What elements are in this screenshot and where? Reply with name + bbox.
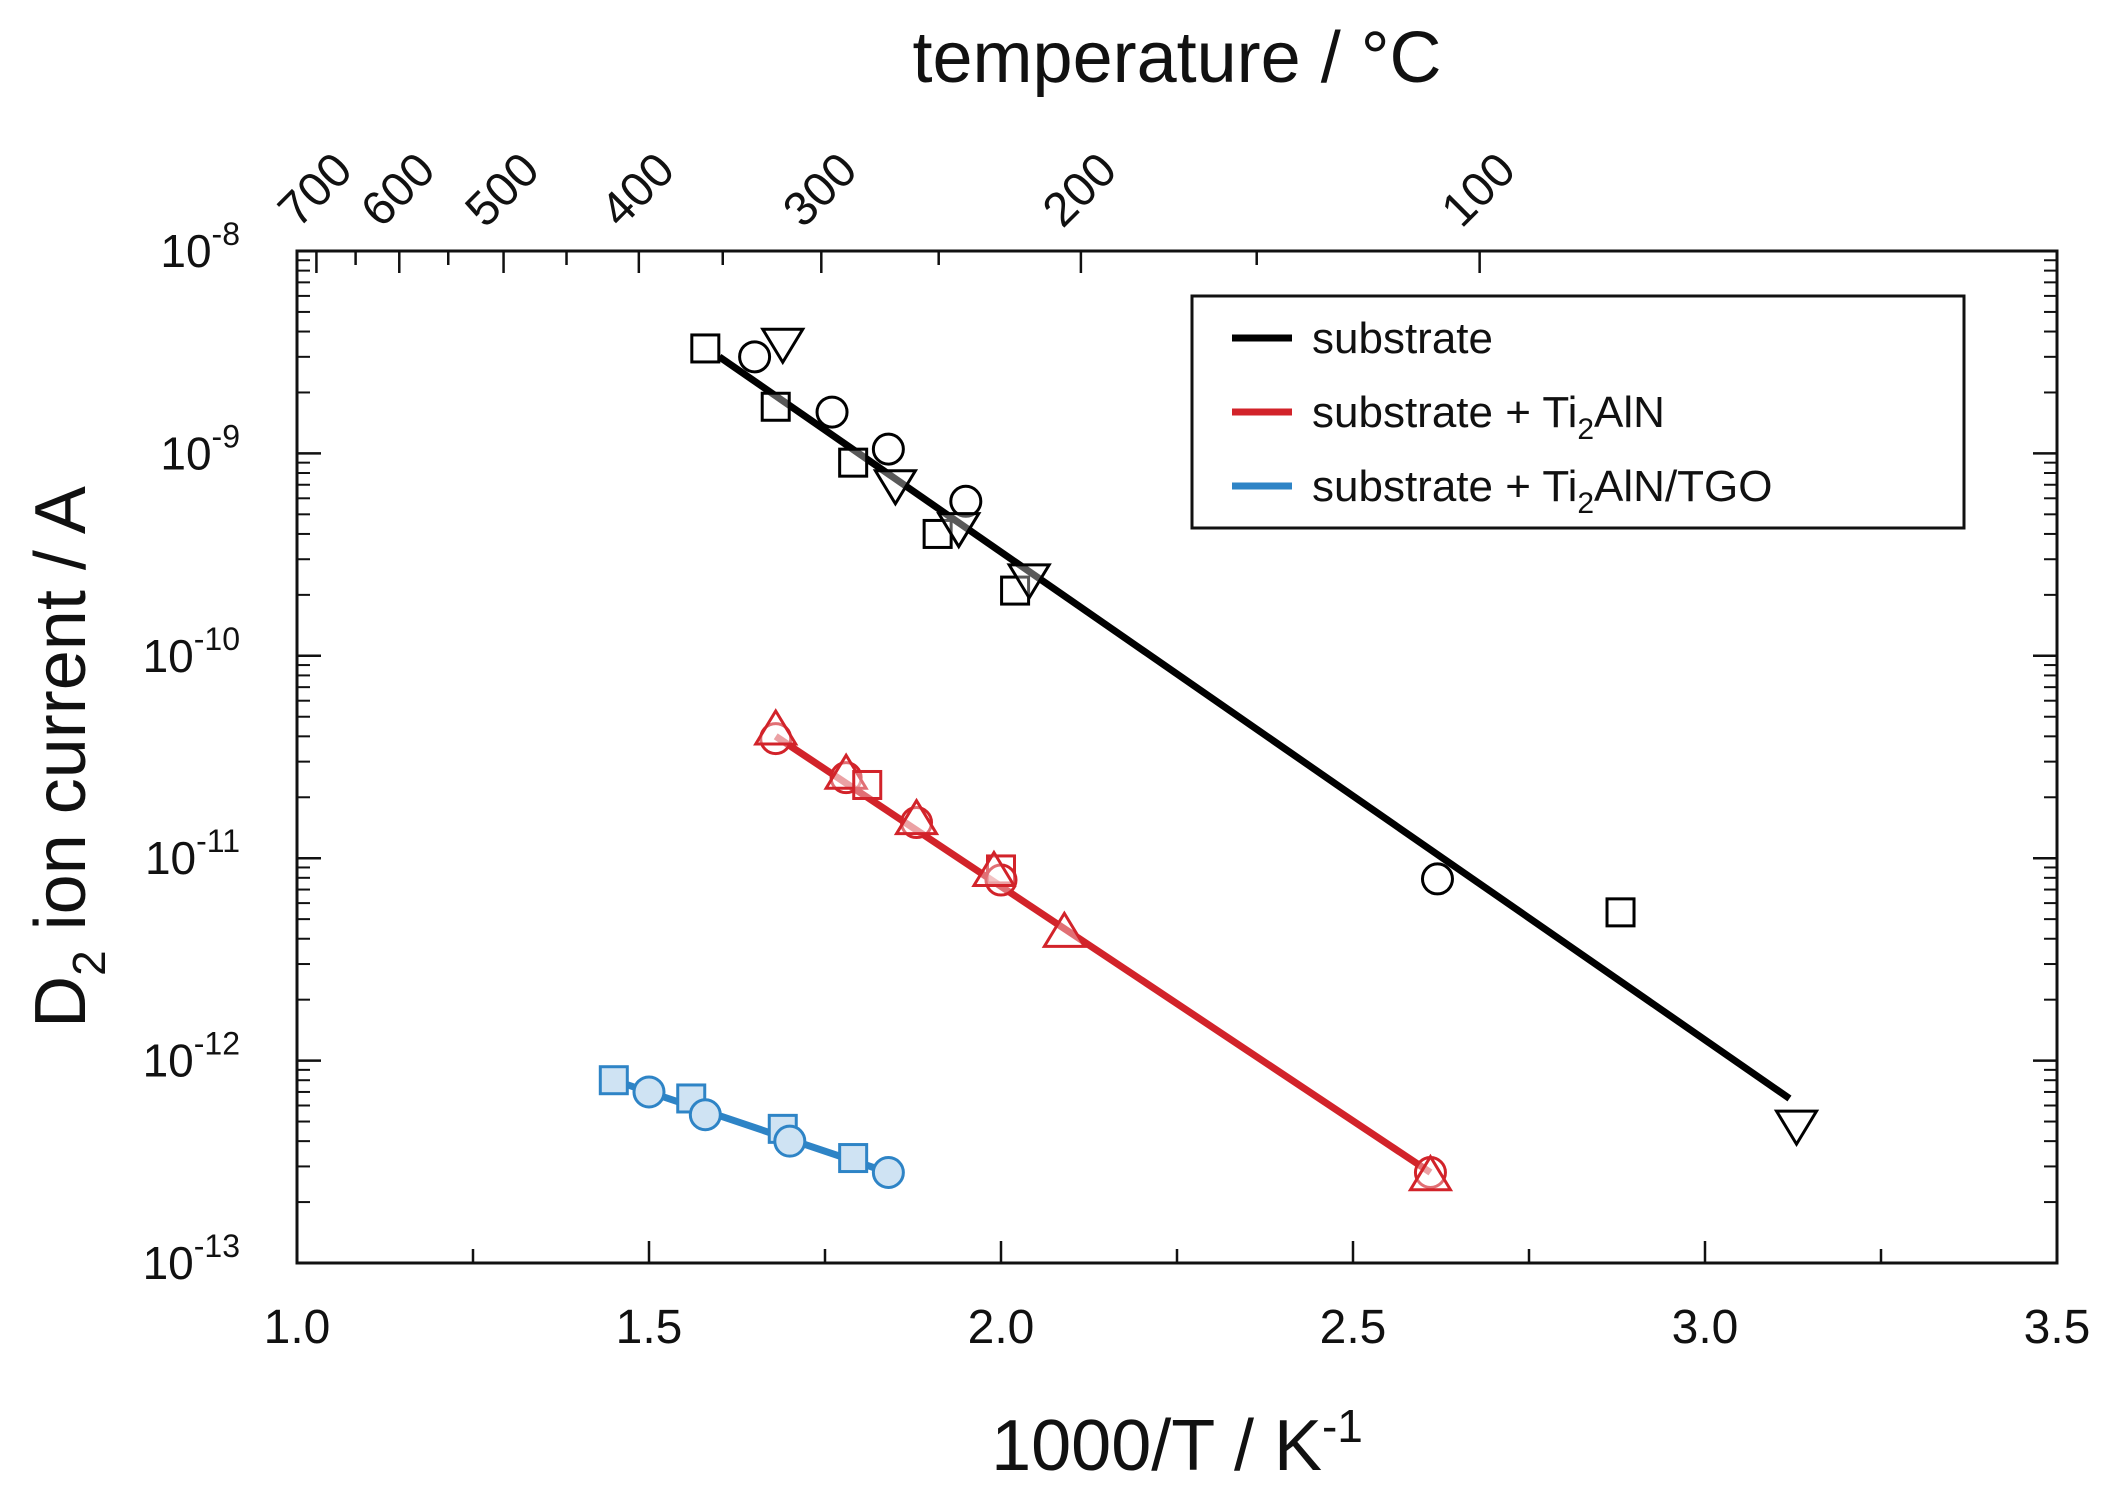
x-axis-title-sup: -1 xyxy=(1322,1400,1363,1452)
marker-square xyxy=(838,1143,869,1174)
y-axis-title: D2 ion current / A xyxy=(21,486,115,1028)
marker-square xyxy=(690,333,721,364)
legend-label: substrate + Ti2AlN xyxy=(1312,388,1665,446)
fit-line xyxy=(717,353,1792,1102)
marker-triangle-up xyxy=(971,849,1017,887)
y-axis-title-post: ion current / A xyxy=(21,486,101,950)
top-tick-label: 100 xyxy=(1432,143,1526,237)
top-tick-label: 500 xyxy=(456,143,550,237)
marker-circle xyxy=(632,1075,666,1109)
legend-box xyxy=(1190,294,1966,530)
fit-line xyxy=(773,733,1433,1176)
y-axis-title-pre: D xyxy=(21,976,101,1028)
top-tick-label: 200 xyxy=(1033,143,1127,237)
marker-square xyxy=(838,447,869,478)
y-tick-label: 10-10 xyxy=(143,621,240,682)
y-tick-label: 10-13 xyxy=(143,1228,240,1289)
marker-circle xyxy=(773,1124,807,1158)
top-tick-label: 300 xyxy=(773,143,867,237)
legend: substrate substrate + Ti2AlN substrate + T… xyxy=(1190,294,1966,530)
top-tick-label: 700 xyxy=(268,143,362,237)
y-tick-label: 10-8 xyxy=(160,216,240,277)
marker-circle xyxy=(815,395,849,429)
top-tick-label: 600 xyxy=(351,143,445,237)
marker-circle xyxy=(871,1155,905,1189)
x-tick-label: 3.5 xyxy=(2024,1301,2091,1354)
marker-square xyxy=(1605,897,1636,928)
legend-label: substrate + Ti2AlN/TGO xyxy=(1312,462,1773,520)
marker-square xyxy=(760,391,791,422)
marker-triangle-down xyxy=(936,512,982,550)
x-tick-label: 2.0 xyxy=(968,1301,1035,1354)
marker-triangle-up xyxy=(753,708,799,746)
marker-triangle-down xyxy=(1773,1109,1820,1148)
marker-triangle-up xyxy=(1407,1153,1454,1192)
x-tick-label: 2.5 xyxy=(1320,1301,1387,1354)
marker-triangle-down xyxy=(760,327,806,366)
marker-circle xyxy=(871,432,905,466)
marker-circle xyxy=(1420,862,1454,896)
legend-label: substrate xyxy=(1312,314,1493,363)
marker-square xyxy=(598,1065,629,1096)
x-tick-label: 1.0 xyxy=(264,1301,331,1354)
y-tick-label: 10-11 xyxy=(145,823,240,884)
x-tick-label: 3.0 xyxy=(1672,1301,1739,1354)
top-axis-title: temperature / °C xyxy=(913,18,1442,98)
x-axis-title-main: 1000/T / K xyxy=(991,1406,1322,1486)
marker-square xyxy=(852,769,883,800)
marker-triangle-up xyxy=(1041,910,1088,948)
y-axis-title-sub: 2 xyxy=(63,950,115,976)
x-axis-title: 1000/T / K-1 xyxy=(991,1400,1363,1486)
x-tick-label: 1.5 xyxy=(616,1301,683,1354)
marker-triangle-up xyxy=(893,797,940,836)
y-tick-label: 10-12 xyxy=(143,1026,240,1087)
data-markers xyxy=(598,327,1820,1192)
marker-circle xyxy=(688,1098,722,1132)
marker-triangle-down xyxy=(1006,563,1052,601)
marker-circle xyxy=(738,340,772,374)
marker-triangle-down xyxy=(872,469,919,507)
y-tick-label: 10-9 xyxy=(160,418,240,479)
axis-ticks xyxy=(295,249,2059,1265)
top-tick-label: 400 xyxy=(591,143,685,237)
marker-circle xyxy=(949,484,983,518)
